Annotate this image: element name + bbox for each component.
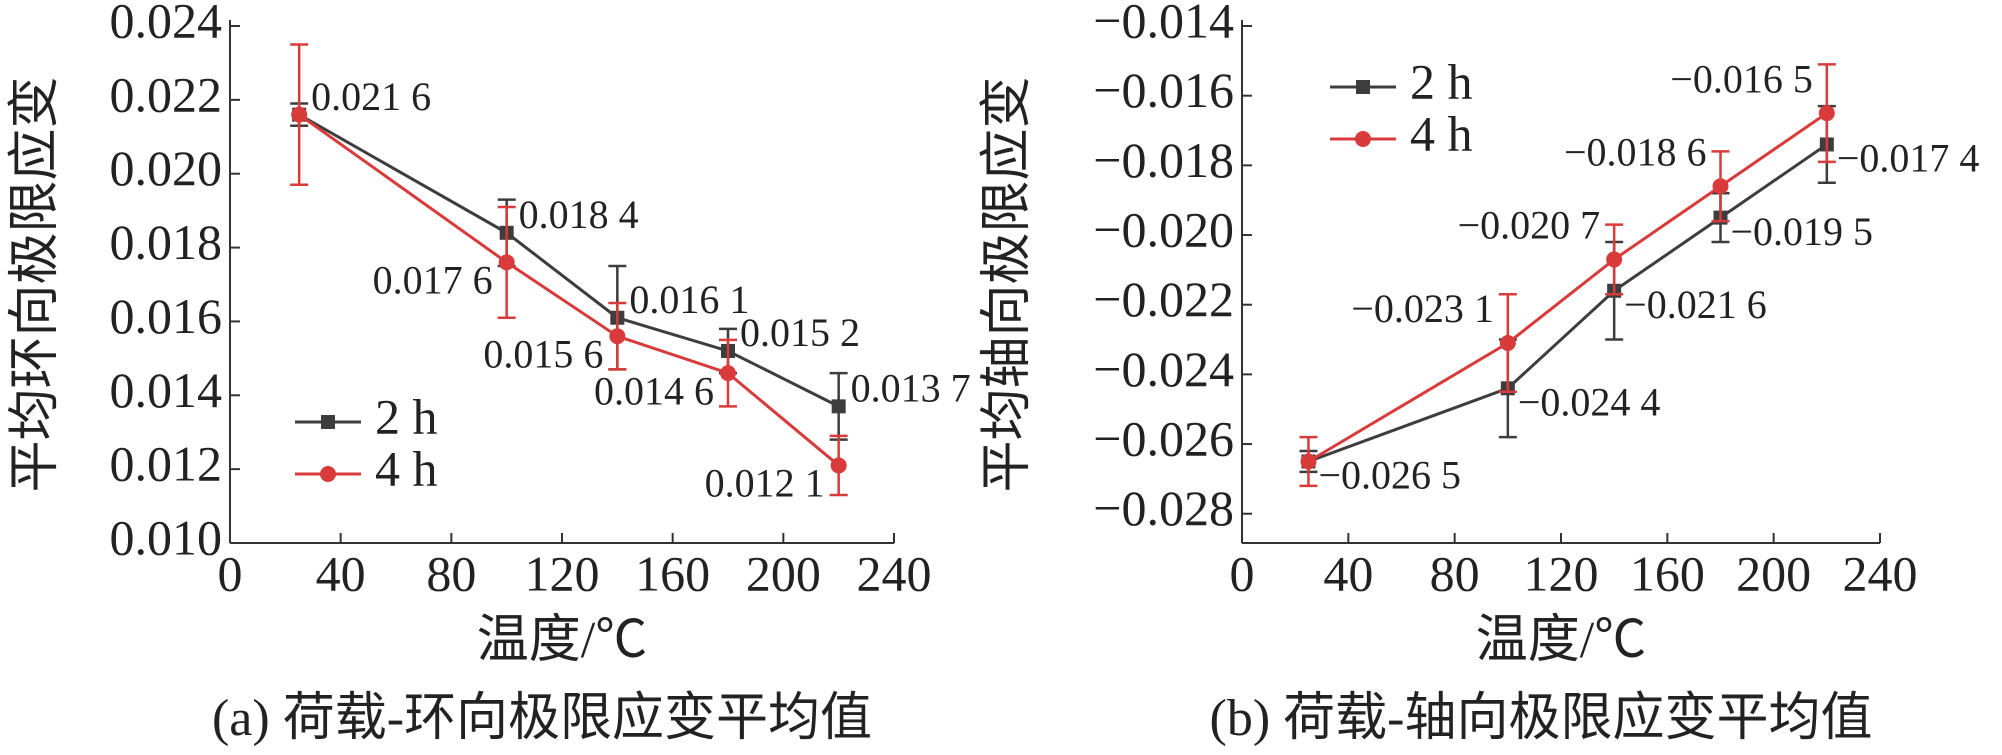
y-tick-label: 0.014 — [110, 362, 223, 418]
y-tick-label: 0.012 — [110, 436, 223, 492]
value-label: 0.013 7 — [851, 366, 971, 411]
value-label: −0.026 5 — [1318, 453, 1461, 498]
y-tick-label: 0.018 — [110, 214, 223, 270]
legend-label: 2 h — [1410, 53, 1473, 109]
marker — [1499, 335, 1516, 352]
value-label: −0.023 1 — [1351, 286, 1494, 331]
x-tick-label: 40 — [1323, 545, 1373, 601]
legend-marker — [320, 466, 336, 482]
y-tick-label: −0.024 — [1093, 341, 1234, 397]
y-tick-label: 0.010 — [110, 509, 223, 565]
value-label: −0.018 6 — [1564, 129, 1707, 174]
marker — [291, 106, 308, 123]
value-label: 0.021 6 — [311, 74, 431, 119]
marker — [609, 328, 626, 345]
legend-label: 4 h — [1410, 105, 1473, 161]
value-label: −0.016 5 — [1670, 56, 1813, 101]
value-label: 0.016 1 — [629, 277, 749, 322]
x-tick-label: 200 — [746, 545, 821, 601]
value-label: 0.018 4 — [519, 192, 639, 237]
x-tick-label: 0 — [218, 545, 243, 601]
caption: (b) 荷载-轴向极限应变平均值 — [1210, 690, 1873, 747]
x-tick-label: 40 — [316, 545, 366, 601]
y-tick-label: 0.024 — [110, 0, 223, 48]
value-label: 0.012 1 — [705, 461, 825, 506]
value-label: −0.019 5 — [1731, 209, 1874, 254]
value-label: 0.017 6 — [373, 258, 493, 303]
y-tick-label: −0.026 — [1093, 411, 1234, 467]
y-axis-label: 平均轴向极限应变 — [979, 76, 1036, 492]
x-tick-label: 240 — [857, 545, 932, 601]
y-tick-label: 0.022 — [110, 66, 223, 122]
value-label: −0.017 4 — [1837, 136, 1980, 181]
legend-marker — [1356, 80, 1370, 94]
marker — [1300, 453, 1317, 470]
x-tick-label: 240 — [1843, 545, 1918, 601]
legend-marker — [1355, 131, 1371, 147]
marker — [1818, 105, 1835, 122]
y-tick-label: −0.016 — [1093, 62, 1234, 118]
y-tick-label: −0.020 — [1093, 201, 1234, 257]
value-label: 0.014 6 — [594, 368, 714, 413]
y-tick-label: 0.016 — [110, 288, 223, 344]
y-tick-label: −0.014 — [1093, 0, 1234, 48]
value-label: 0.015 6 — [483, 331, 603, 376]
caption: (a) 荷载-环向极限应变平均值 — [212, 690, 872, 747]
x-tick-label: 120 — [525, 545, 600, 601]
y-tick-label: 0.020 — [110, 140, 223, 196]
x-axis-label: 温度/℃ — [1476, 612, 1646, 669]
y-tick-label: −0.018 — [1093, 132, 1234, 188]
x-tick-label: 0 — [1230, 545, 1255, 601]
y-axis-label: 平均环向极限应变 — [7, 76, 64, 492]
legend-label: 2 h — [375, 388, 438, 444]
x-tick-label: 120 — [1524, 545, 1599, 601]
value-label: 0.015 2 — [740, 310, 860, 355]
x-tick-label: 80 — [1430, 545, 1480, 601]
x-tick-label: 160 — [1630, 545, 1705, 601]
marker — [720, 365, 736, 382]
value-label: −0.021 6 — [1624, 282, 1767, 327]
marker — [830, 457, 847, 474]
marker — [1712, 178, 1729, 195]
x-tick-label: 200 — [1736, 545, 1811, 601]
x-tick-label: 80 — [426, 545, 476, 601]
y-tick-label: −0.022 — [1093, 271, 1234, 327]
x-axis-label: 温度/℃ — [477, 612, 647, 669]
marker — [1606, 251, 1623, 268]
marker — [831, 399, 846, 414]
legend-marker — [321, 415, 335, 429]
marker — [498, 254, 515, 271]
y-tick-label: −0.028 — [1093, 480, 1234, 536]
x-tick-label: 160 — [635, 545, 710, 601]
value-label: −0.020 7 — [1458, 203, 1601, 248]
value-label: −0.024 4 — [1518, 379, 1661, 424]
legend-label: 4 h — [375, 440, 438, 496]
